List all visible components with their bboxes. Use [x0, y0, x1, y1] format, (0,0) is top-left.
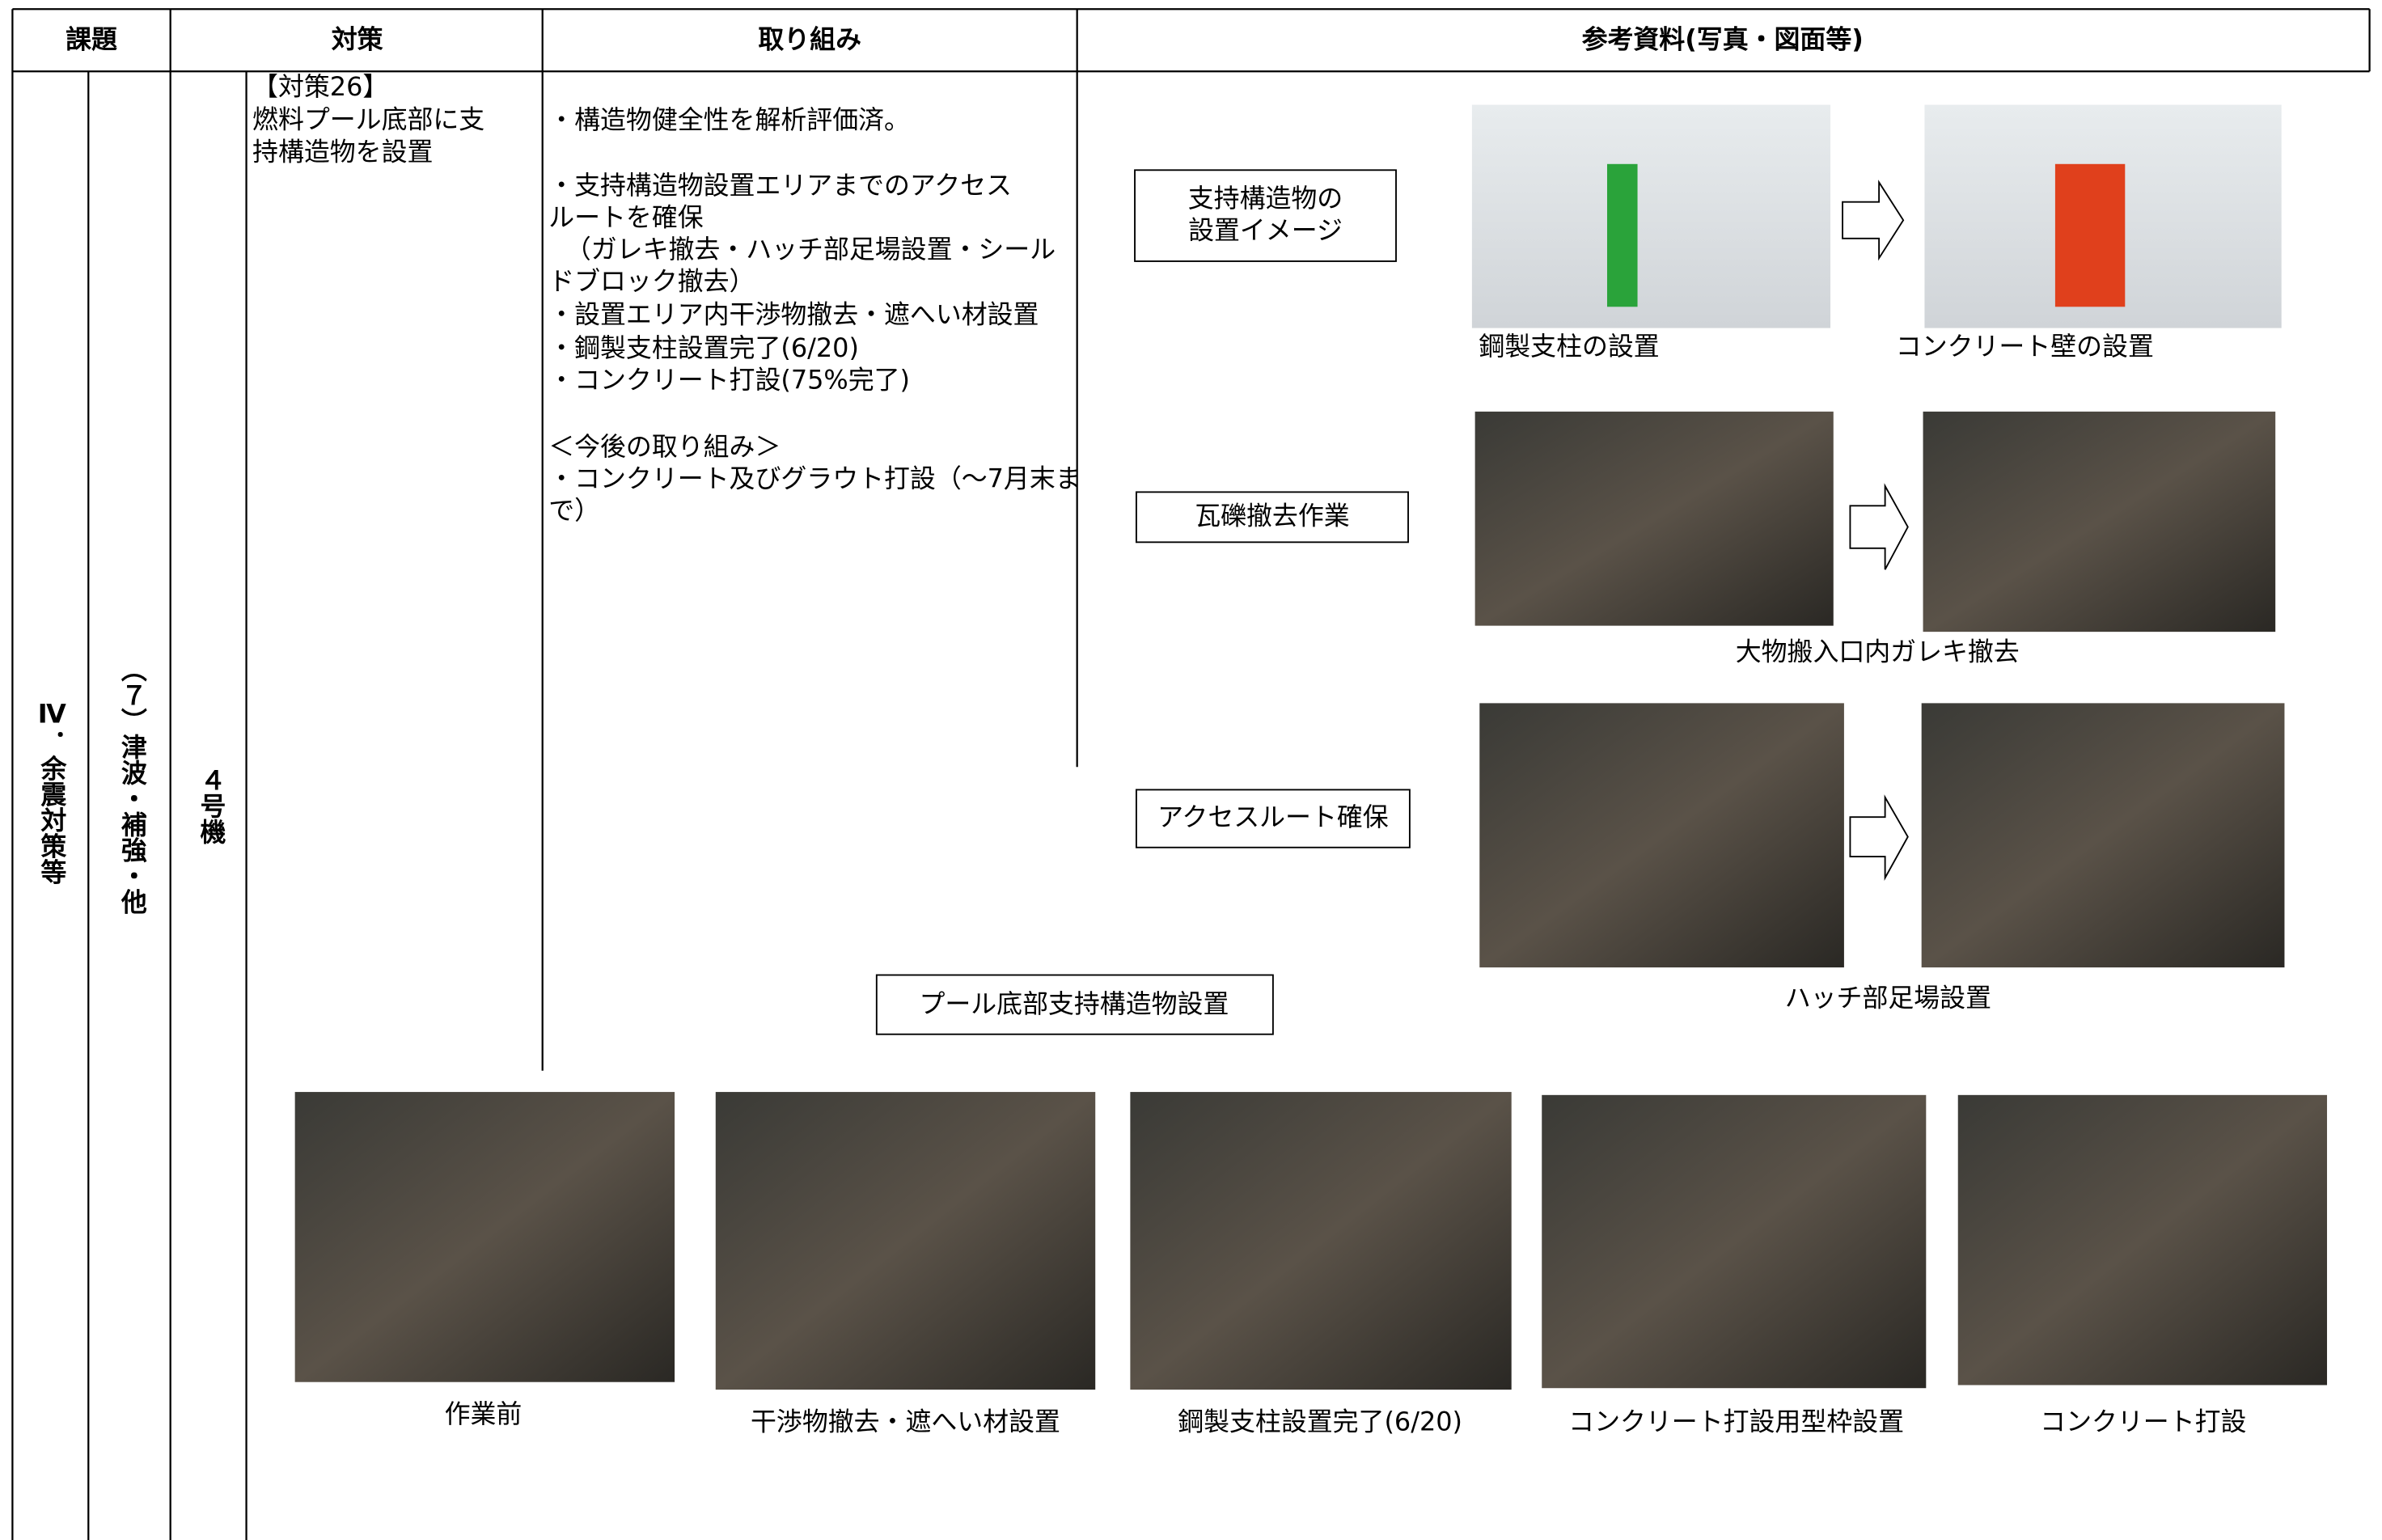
measure-line: 持構造物を設置	[252, 137, 433, 167]
label-box	[875, 974, 1274, 1035]
label-text: 支持構造物の	[1188, 183, 1343, 214]
photo	[294, 1092, 675, 1382]
header-cell: 取り組み	[758, 24, 861, 55]
action-line: ・構造物健全性を解析評価済。	[548, 104, 910, 135]
caption: 鋼製支柱設置完了(6/20)	[1178, 1406, 1462, 1436]
label-text: 設置イメージ	[1188, 214, 1343, 245]
label-text: プール底部支持構造物設置	[919, 988, 1229, 1019]
caption: コンクリート打設用型枠設置	[1568, 1406, 1904, 1436]
caption: 干渉物撤去・遮へい材設置	[751, 1406, 1060, 1436]
header-cell: 課題	[66, 24, 117, 55]
action-line: ・設置エリア内干渉物撤去・遮へい材設置	[548, 299, 1039, 330]
label-text: 瓦礫撤去作業	[1195, 500, 1349, 531]
action-line: （ガレキ撤去・ハッチ部足場設置・シール	[565, 234, 1056, 264]
photo	[1923, 411, 2276, 632]
action-line: ＜今後の取り組み＞	[548, 431, 781, 462]
label-box	[1135, 789, 1411, 848]
action-line: ・コンクリート打設(75%完了)	[548, 364, 910, 395]
photo	[1474, 411, 1834, 626]
action-line: ・鋼製支柱設置完了(6/20)	[548, 332, 859, 363]
table-lines	[11, 8, 2371, 1540]
photo	[715, 1092, 1096, 1390]
measure-line: 【対策26】	[252, 71, 388, 102]
action-line: ドブロック撤去）	[548, 265, 755, 296]
label-box	[1135, 491, 1409, 544]
subissue: （７）津波・補強・他	[117, 656, 148, 914]
label-text: アクセスルート確保	[1157, 802, 1389, 832]
header-cell: 対策	[332, 24, 383, 55]
caption: 鋼製支柱の設置	[1479, 331, 1659, 362]
photo	[1542, 1094, 1927, 1389]
action-line: で）	[548, 495, 600, 526]
issue: Ⅳ．余震対策等	[36, 699, 67, 885]
label-box	[1134, 169, 1397, 262]
diagram-column	[1606, 163, 1638, 307]
measure-line: 燃料プール底部に支	[252, 104, 484, 134]
caption: コンクリート打設	[2040, 1406, 2246, 1436]
unit: ４号機	[196, 767, 226, 844]
photo	[1479, 703, 1844, 968]
photo	[1921, 703, 2285, 968]
caption: コンクリート壁の設置	[1896, 331, 2154, 362]
action-line: ・コンクリート及びグラウト打設（～7月末ま	[548, 463, 1081, 493]
photo	[1130, 1092, 1512, 1390]
caption: 作業前	[445, 1398, 523, 1429]
action-line: ルートを確保	[548, 201, 704, 232]
caption: 大物搬入口内ガレキ撤去	[1736, 636, 2020, 666]
photo	[1471, 104, 1831, 328]
action-line: ・支持構造物設置エリアまでのアクセス	[548, 170, 1012, 201]
caption: ハッチ部足場設置	[1785, 983, 1991, 1013]
diagram-wall	[2054, 163, 2126, 307]
header-cell: 参考資料(写真・図面等)	[1582, 24, 1864, 55]
arrows	[1842, 180, 1909, 881]
photo	[1957, 1094, 2328, 1386]
